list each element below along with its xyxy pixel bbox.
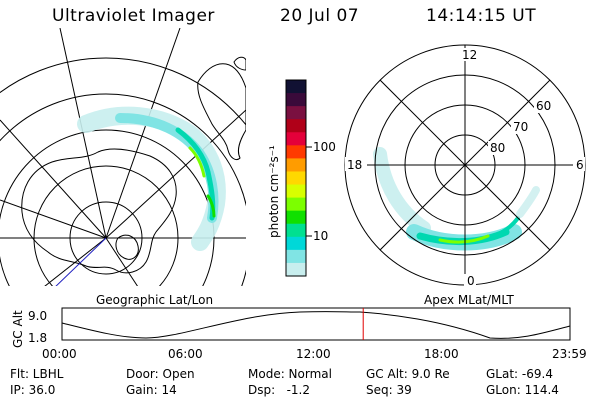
right-map-caption: Apex MLat/MLT — [424, 293, 514, 307]
terminator-line — [55, 237, 107, 286]
timeline-ytick-bottom: 1.8 — [28, 331, 47, 345]
timeline-xtick: 23:59 — [552, 347, 587, 361]
mlat-label-70: 70 — [513, 120, 528, 134]
antarctica-coastline — [21, 148, 177, 274]
colorbar-segment — [286, 223, 306, 238]
ice-shelf-outline — [115, 234, 139, 260]
colorbar-segment — [286, 106, 306, 120]
colorbar-segment — [286, 171, 306, 186]
colorbar: 100 10 photon cm⁻²s⁻¹ — [267, 79, 336, 277]
left-map-caption: Geographic Lat/Lon — [96, 293, 213, 307]
meridian-line — [0, 119, 107, 239]
mlat-label-60: 60 — [536, 99, 551, 113]
colorbar-segment — [286, 158, 306, 173]
mlt-label-0: 0 — [467, 274, 475, 288]
colorbar-tick-label: 100 — [313, 140, 336, 154]
colorbar-segment — [286, 249, 306, 264]
colorbar-segment — [286, 132, 306, 146]
timeline-axis-label: GC Alt — [11, 310, 25, 348]
aurora-oval-right — [373, 147, 540, 251]
colorbar-frame — [285, 79, 307, 277]
meridian-line — [59, 28, 107, 239]
aurora-oval-left — [77, 106, 226, 251]
colorbar-segment — [286, 119, 306, 133]
colorbar-segment — [286, 210, 306, 225]
lat-circle — [0, 57, 246, 126]
gc-alt-readout: GC Alt: 9.0 Re — [366, 367, 450, 381]
timeline-ytick-top: 9.0 — [28, 309, 47, 323]
timeline-xtick: 12:00 — [296, 347, 331, 361]
seq-readout: Seq: 39 — [366, 383, 412, 397]
timeline-xtick: 00:00 — [42, 347, 77, 361]
timeline-xtick: 06:00 — [168, 347, 203, 361]
instrument-title: Ultraviolet Imager — [52, 6, 215, 26]
colorbar-segment — [286, 197, 306, 212]
lat-circle — [0, 93, 246, 286]
timeline-frame — [61, 307, 571, 341]
mode-readout: Mode: Normal — [248, 367, 332, 381]
island-outline — [233, 56, 246, 71]
altitude-curve — [61, 311, 571, 339]
meridian-line — [105, 28, 181, 239]
colorbar-segment — [286, 145, 306, 159]
glon-readout: GLon: 114.4 — [486, 383, 559, 397]
meridian-line — [105, 109, 246, 239]
colorbar-segment — [286, 184, 306, 199]
colorbar-segment — [286, 93, 306, 107]
glat-readout: GLat: -69.4 — [486, 367, 553, 381]
mlt-label-18: 18 — [347, 158, 362, 172]
magnetic-map: 12 18 6 0 60 70 80 — [344, 44, 586, 288]
mlt-label-6: 6 — [576, 158, 584, 172]
filter-readout: Flt: LBHL — [10, 367, 64, 381]
continent-coastline — [197, 63, 246, 161]
colorbar-segment — [286, 236, 306, 251]
geographic-map — [0, 28, 246, 286]
colorbar-tick-label: 10 — [313, 229, 328, 243]
altitude-timeline: GC Alt 9.0 1.8 00:00 06:00 12:00 18:00 2… — [11, 307, 587, 361]
colorbar-segment — [286, 80, 306, 94]
meridian-line — [105, 237, 138, 286]
dsp-readout: Dsp: -1.2 — [248, 383, 311, 397]
timeline-xtick: 18:00 — [424, 347, 459, 361]
mlat-label-80: 80 — [490, 141, 505, 155]
colorbar-unit-label: photon cm⁻²s⁻¹ — [267, 145, 281, 238]
mlt-label-12: 12 — [462, 48, 477, 62]
date-label: 20 Jul 07 — [280, 6, 360, 26]
gain-readout: Gain: 14 — [126, 383, 177, 397]
meridian-line — [44, 237, 107, 286]
mlt-line — [379, 79, 551, 251]
door-readout: Door: Open — [126, 367, 195, 381]
meridian-line — [0, 199, 107, 239]
colorbar-segment — [286, 262, 306, 277]
time-label: 14:14:15 UT — [426, 6, 537, 26]
ip-readout: IP: 36.0 — [10, 383, 56, 397]
